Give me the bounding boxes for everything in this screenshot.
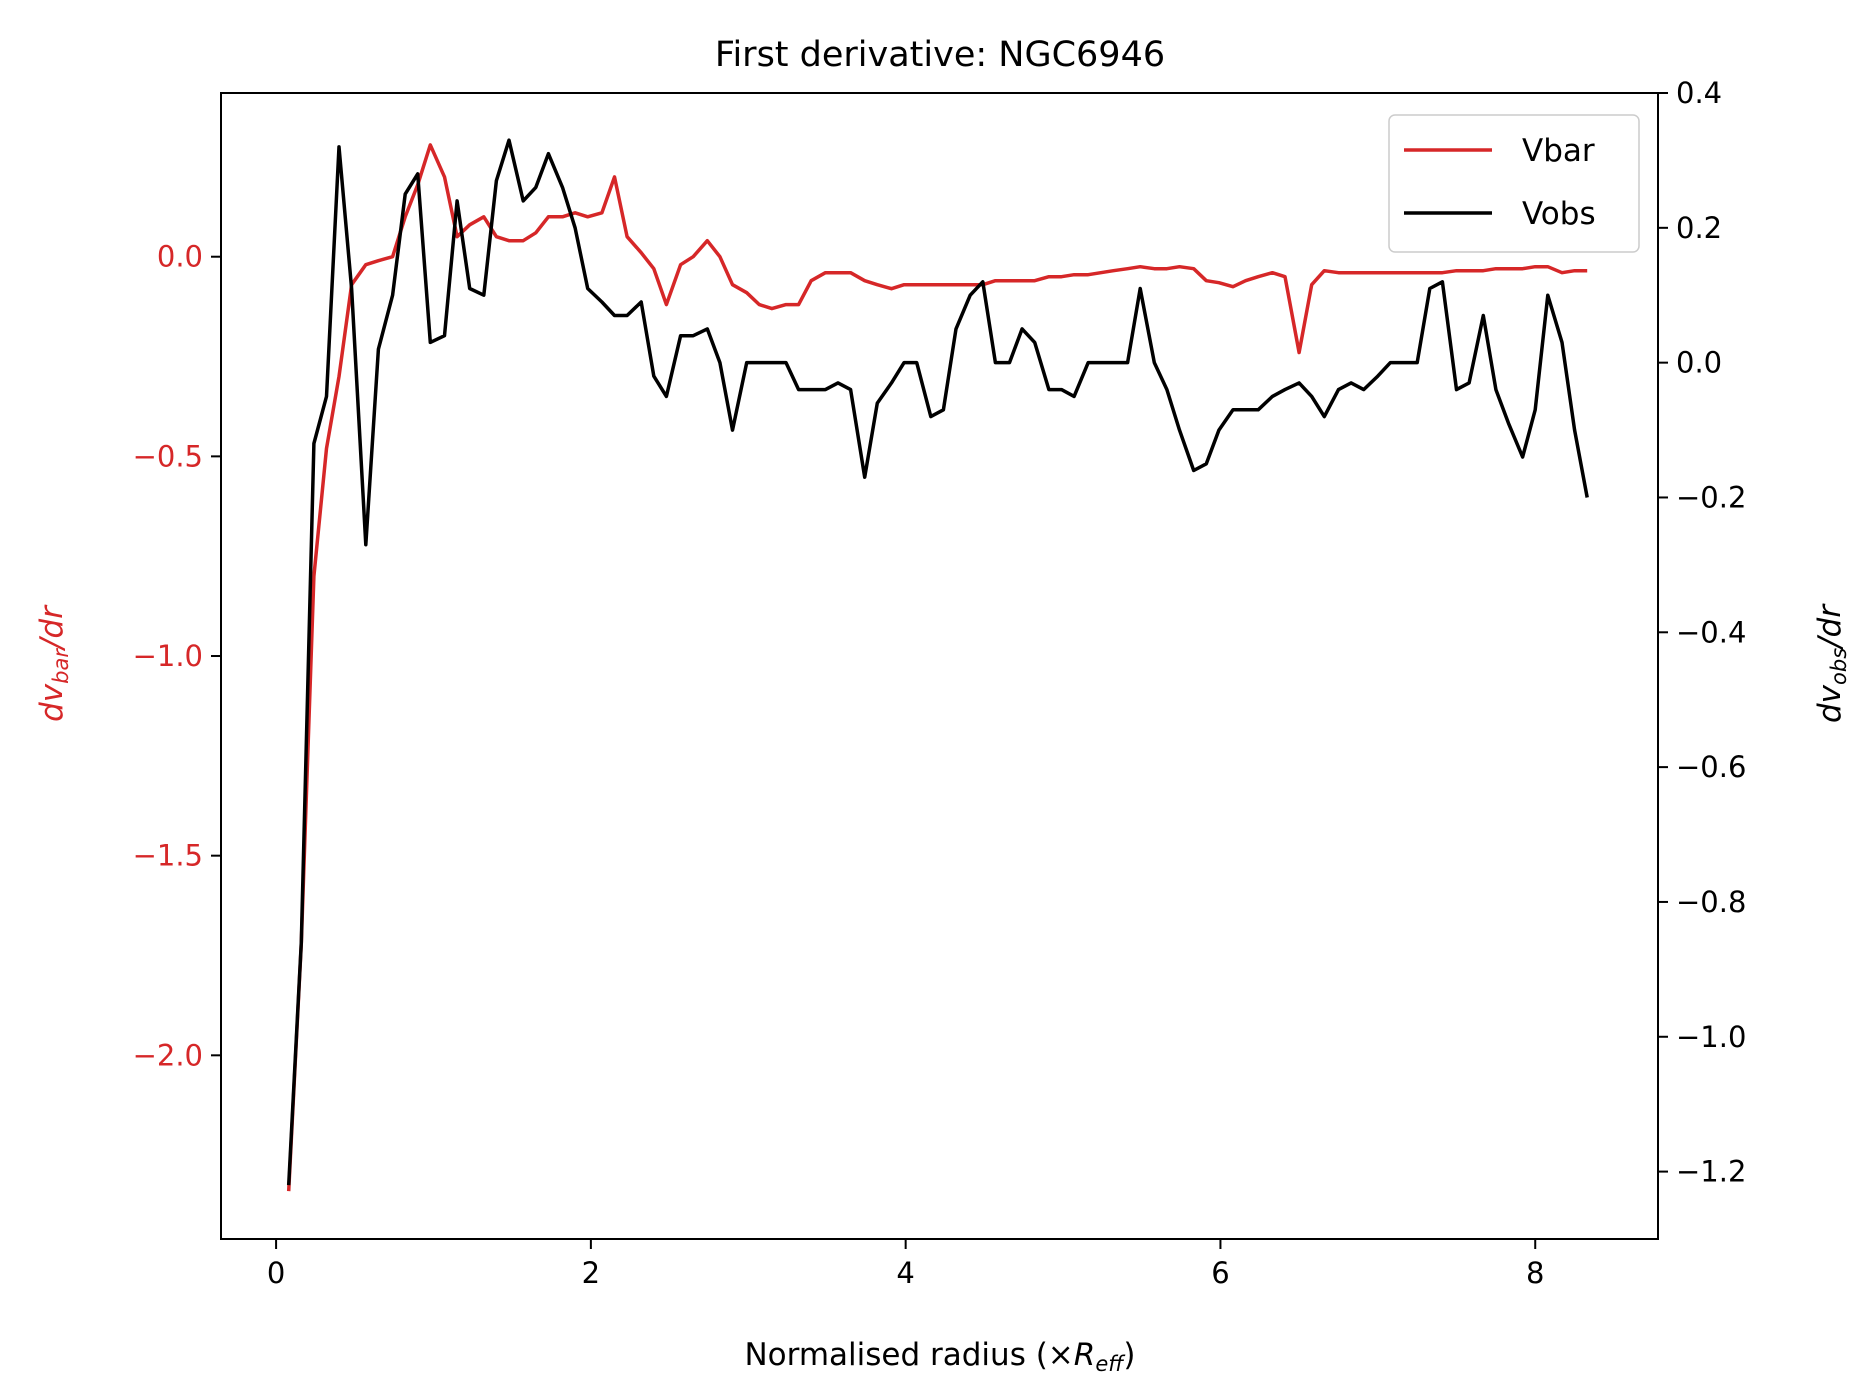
plot-frame (220, 92, 1659, 1240)
y-axis-right-label: dvobs/dr (1812, 603, 1851, 723)
y-axis-left: 0.0 −0.5 −1.0 −1.5 −2.0 (133, 240, 221, 1072)
y-right-tick-label: −0.6 (1676, 750, 1746, 784)
legend-box (1388, 114, 1640, 253)
legend-label-vobs: Vobs (1522, 196, 1596, 232)
x-tick-label: 4 (896, 1256, 914, 1290)
y-left-tick-label: 0.0 (157, 240, 203, 274)
series-line-vobs (286, 138, 1589, 1186)
x-tick-label: 8 (1526, 1256, 1544, 1290)
y-left-tick-label: −0.5 (133, 439, 203, 473)
legend: Vbar Vobs (1388, 114, 1640, 253)
y-right-tick-label: 0.2 (1676, 211, 1722, 245)
y-right-tick-label: −0.4 (1676, 615, 1746, 649)
x-tick-label: 0 (267, 1256, 285, 1290)
y-axis-left-label: dvbar/dr (34, 604, 73, 722)
plot-area (286, 138, 1589, 1192)
legend-label-vbar: Vbar (1522, 133, 1595, 169)
y-right-tick-label: 0.4 (1676, 76, 1722, 110)
y-axis-right: 0.4 0.2 0.0 −0.2 −0.4 −0.6 −0.8 −1.0 −1.2 (1658, 76, 1746, 1189)
series-line-vbar (286, 143, 1588, 1192)
y-right-tick-label: −1.2 (1676, 1155, 1746, 1189)
x-axis: 0 2 4 6 8 (267, 1239, 1544, 1290)
x-axis-label: Normalised radius (×Reff) (744, 1337, 1135, 1376)
x-tick-label: 2 (582, 1256, 600, 1290)
y-right-tick-label: −1.0 (1676, 1020, 1746, 1054)
y-left-tick-label: −2.0 (133, 1038, 203, 1072)
y-left-tick-label: −1.0 (133, 639, 203, 673)
y-right-tick-label: −0.8 (1676, 885, 1746, 919)
x-tick-label: 6 (1211, 1256, 1229, 1290)
y-left-tick-label: −1.5 (133, 839, 203, 873)
chart-title: First derivative: NGC6946 (715, 35, 1165, 75)
y-right-tick-label: −0.2 (1676, 480, 1746, 514)
y-right-tick-label: 0.0 (1676, 346, 1722, 380)
